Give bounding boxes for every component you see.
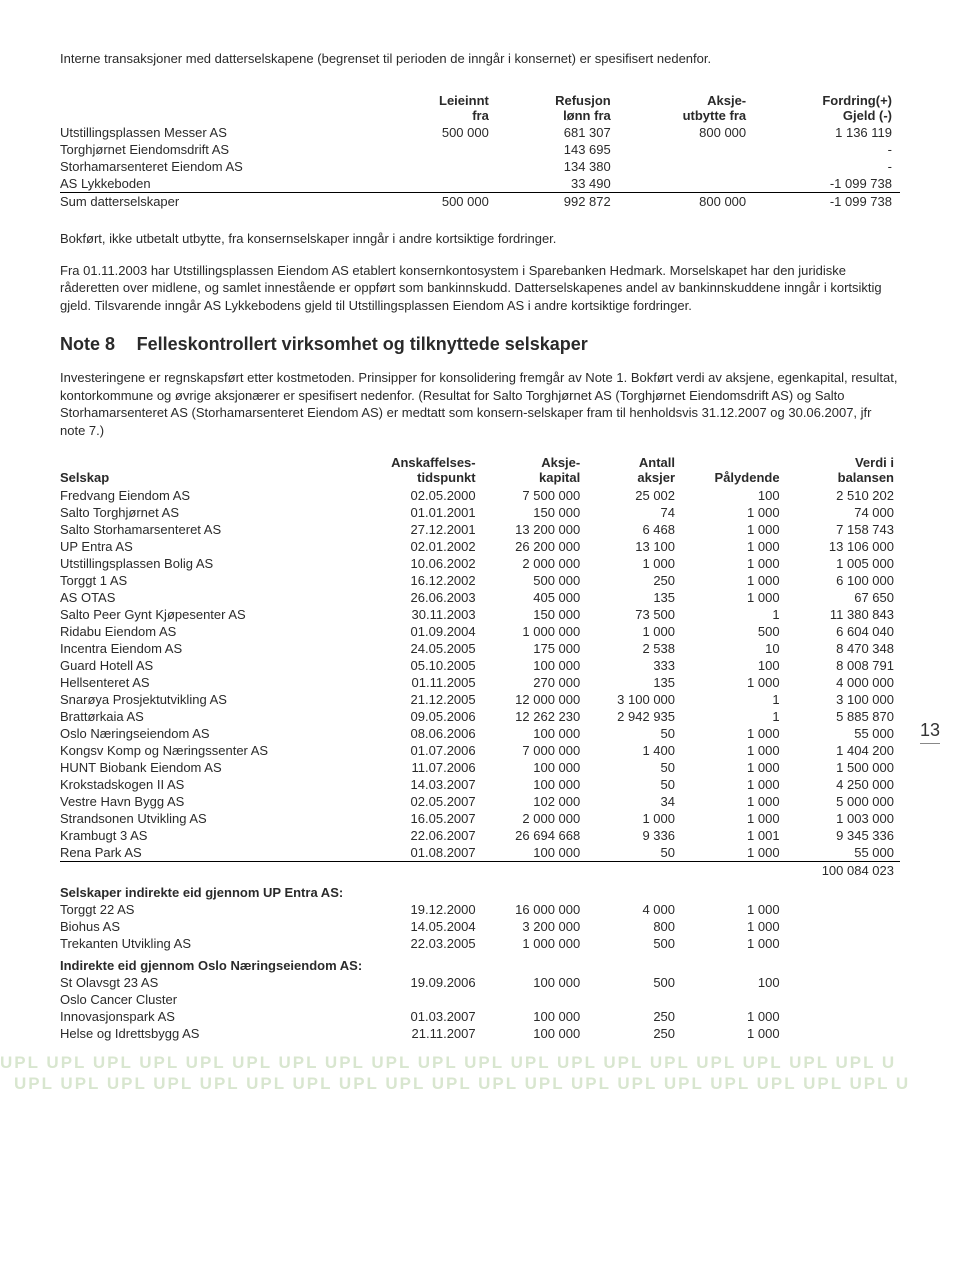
table-row: AS OTAS26.06.2003405 0001351 00067 650 (60, 589, 900, 606)
table-row-sum: Sum datterselskaper500 000992 872800 000… (60, 193, 900, 211)
col-blank (60, 92, 385, 124)
note-title: Felleskontrollert virksomhet og tilknytt… (137, 334, 588, 354)
table-row: Oslo Cancer Cluster (60, 991, 900, 1008)
col-leieinnt: Leieinntfra (385, 92, 497, 124)
table-row: Storhamarsenteret Eiendom AS134 380- (60, 158, 900, 175)
col-tidspunkt: Anskaffelses-tidspunkt (351, 454, 482, 487)
paragraph-3: Investeringene er regnskapsført etter ko… (60, 369, 900, 439)
table-row: Biohus AS14.05.20043 200 0008001 000 (60, 918, 900, 935)
table-row: Snarøya Prosjektutvikling AS21.12.200512… (60, 691, 900, 708)
page-number: 13 (920, 720, 940, 744)
table-row: Rena Park AS01.08.2007100 000501 00055 0… (60, 844, 900, 862)
transactions-table: Leieinntfra Refusjonlønn fra Aksje-utbyt… (60, 92, 900, 210)
table-row: Krambugt 3 AS22.06.200726 694 6689 3361 … (60, 827, 900, 844)
subheading-row: Selskaper indirekte eid gjennom UP Entra… (60, 879, 900, 901)
table-row: Brattørkaia AS09.05.200612 262 2302 942 … (60, 708, 900, 725)
table-row: Salto Peer Gynt Kjøpesenter AS30.11.2003… (60, 606, 900, 623)
table-row: Vestre Havn Bygg AS02.05.2007102 000341 … (60, 793, 900, 810)
col-selskap: Selskap (60, 454, 351, 487)
companies-table: Selskap Anskaffelses-tidspunkt Aksje-kap… (60, 454, 900, 1042)
col-fordring: Fordring(+)Gjeld (-) (754, 92, 900, 124)
note-number: Note 8 (60, 334, 115, 354)
table-row: Utstillingsplassen Messer AS500 000681 3… (60, 124, 900, 141)
col-aksjekapital: Aksje-kapital (482, 454, 587, 487)
paragraph-1: Bokført, ikke utbetalt utbytte, fra kons… (60, 230, 900, 248)
note-8-heading: Note 8 Felleskontrollert virksomhet og t… (60, 334, 900, 355)
table-row: Torggt 22 AS19.12.200016 000 0004 0001 0… (60, 901, 900, 918)
table-row: Salto Storhamarsenteret AS27.12.200113 2… (60, 521, 900, 538)
table-row: Innovasjonspark AS01.03.2007100 0002501 … (60, 1008, 900, 1025)
col-antall: Antallaksjer (586, 454, 681, 487)
table-row: Oslo Næringseiendom AS08.06.2006100 0005… (60, 725, 900, 742)
table-row: St Olavsgt 23 AS19.09.2006100 000500100 (60, 974, 900, 991)
table-row: Utstillingsplassen Bolig AS10.06.20022 0… (60, 555, 900, 572)
table-row: UP Entra AS02.01.200226 200 00013 1001 0… (60, 538, 900, 555)
table-row: Incentra Eiendom AS24.05.2005175 0002 53… (60, 640, 900, 657)
table-row: Torghjørnet Eiendomsdrift AS143 695- (60, 141, 900, 158)
col-refusjon: Refusjonlønn fra (497, 92, 619, 124)
table-row: Ridabu Eiendom AS01.09.20041 000 0001 00… (60, 623, 900, 640)
table-row: Torggt 1 AS16.12.2002500 0002501 0006 10… (60, 572, 900, 589)
subheading-row: Indirekte eid gjennom Oslo Næringseiendo… (60, 952, 900, 974)
table-row: Guard Hotell AS05.10.2005100 0003331008 … (60, 657, 900, 674)
table-row: Hellsenteret AS01.11.2005270 0001351 000… (60, 674, 900, 691)
table-row: HUNT Biobank Eiendom AS11.07.2006100 000… (60, 759, 900, 776)
col-palydende: Pålydende (681, 454, 786, 487)
table-row: Helse og Idrettsbygg AS21.11.2007100 000… (60, 1025, 900, 1042)
col-verdi: Verdi ibalansen (786, 454, 900, 487)
footer-watermark: UPL UPL UPL UPL UPL UPL UPL UPL UPL UPL … (0, 1052, 960, 1092)
intro-paragraph: Interne transaksjoner med datterselskape… (60, 50, 900, 68)
table-row: AS Lykkeboden33 490-1 099 738 (60, 175, 900, 193)
col-aksje: Aksje-utbytte fra (619, 92, 754, 124)
table-row: Salto Torghjørnet AS01.01.2001150 000741… (60, 504, 900, 521)
table-row: Trekanten Utvikling AS22.03.20051 000 00… (60, 935, 900, 952)
paragraph-2: Fra 01.11.2003 har Utstillingsplassen Ei… (60, 262, 900, 315)
table-row-total: 100 084 023 (60, 861, 900, 879)
table-row: Krokstadskogen II AS14.03.2007100 000501… (60, 776, 900, 793)
table-row: Kongsv Komp og Næringssenter AS01.07.200… (60, 742, 900, 759)
table-row: Strandsonen Utvikling AS16.05.20072 000 … (60, 810, 900, 827)
table-row: Fredvang Eiendom AS02.05.20007 500 00025… (60, 487, 900, 504)
